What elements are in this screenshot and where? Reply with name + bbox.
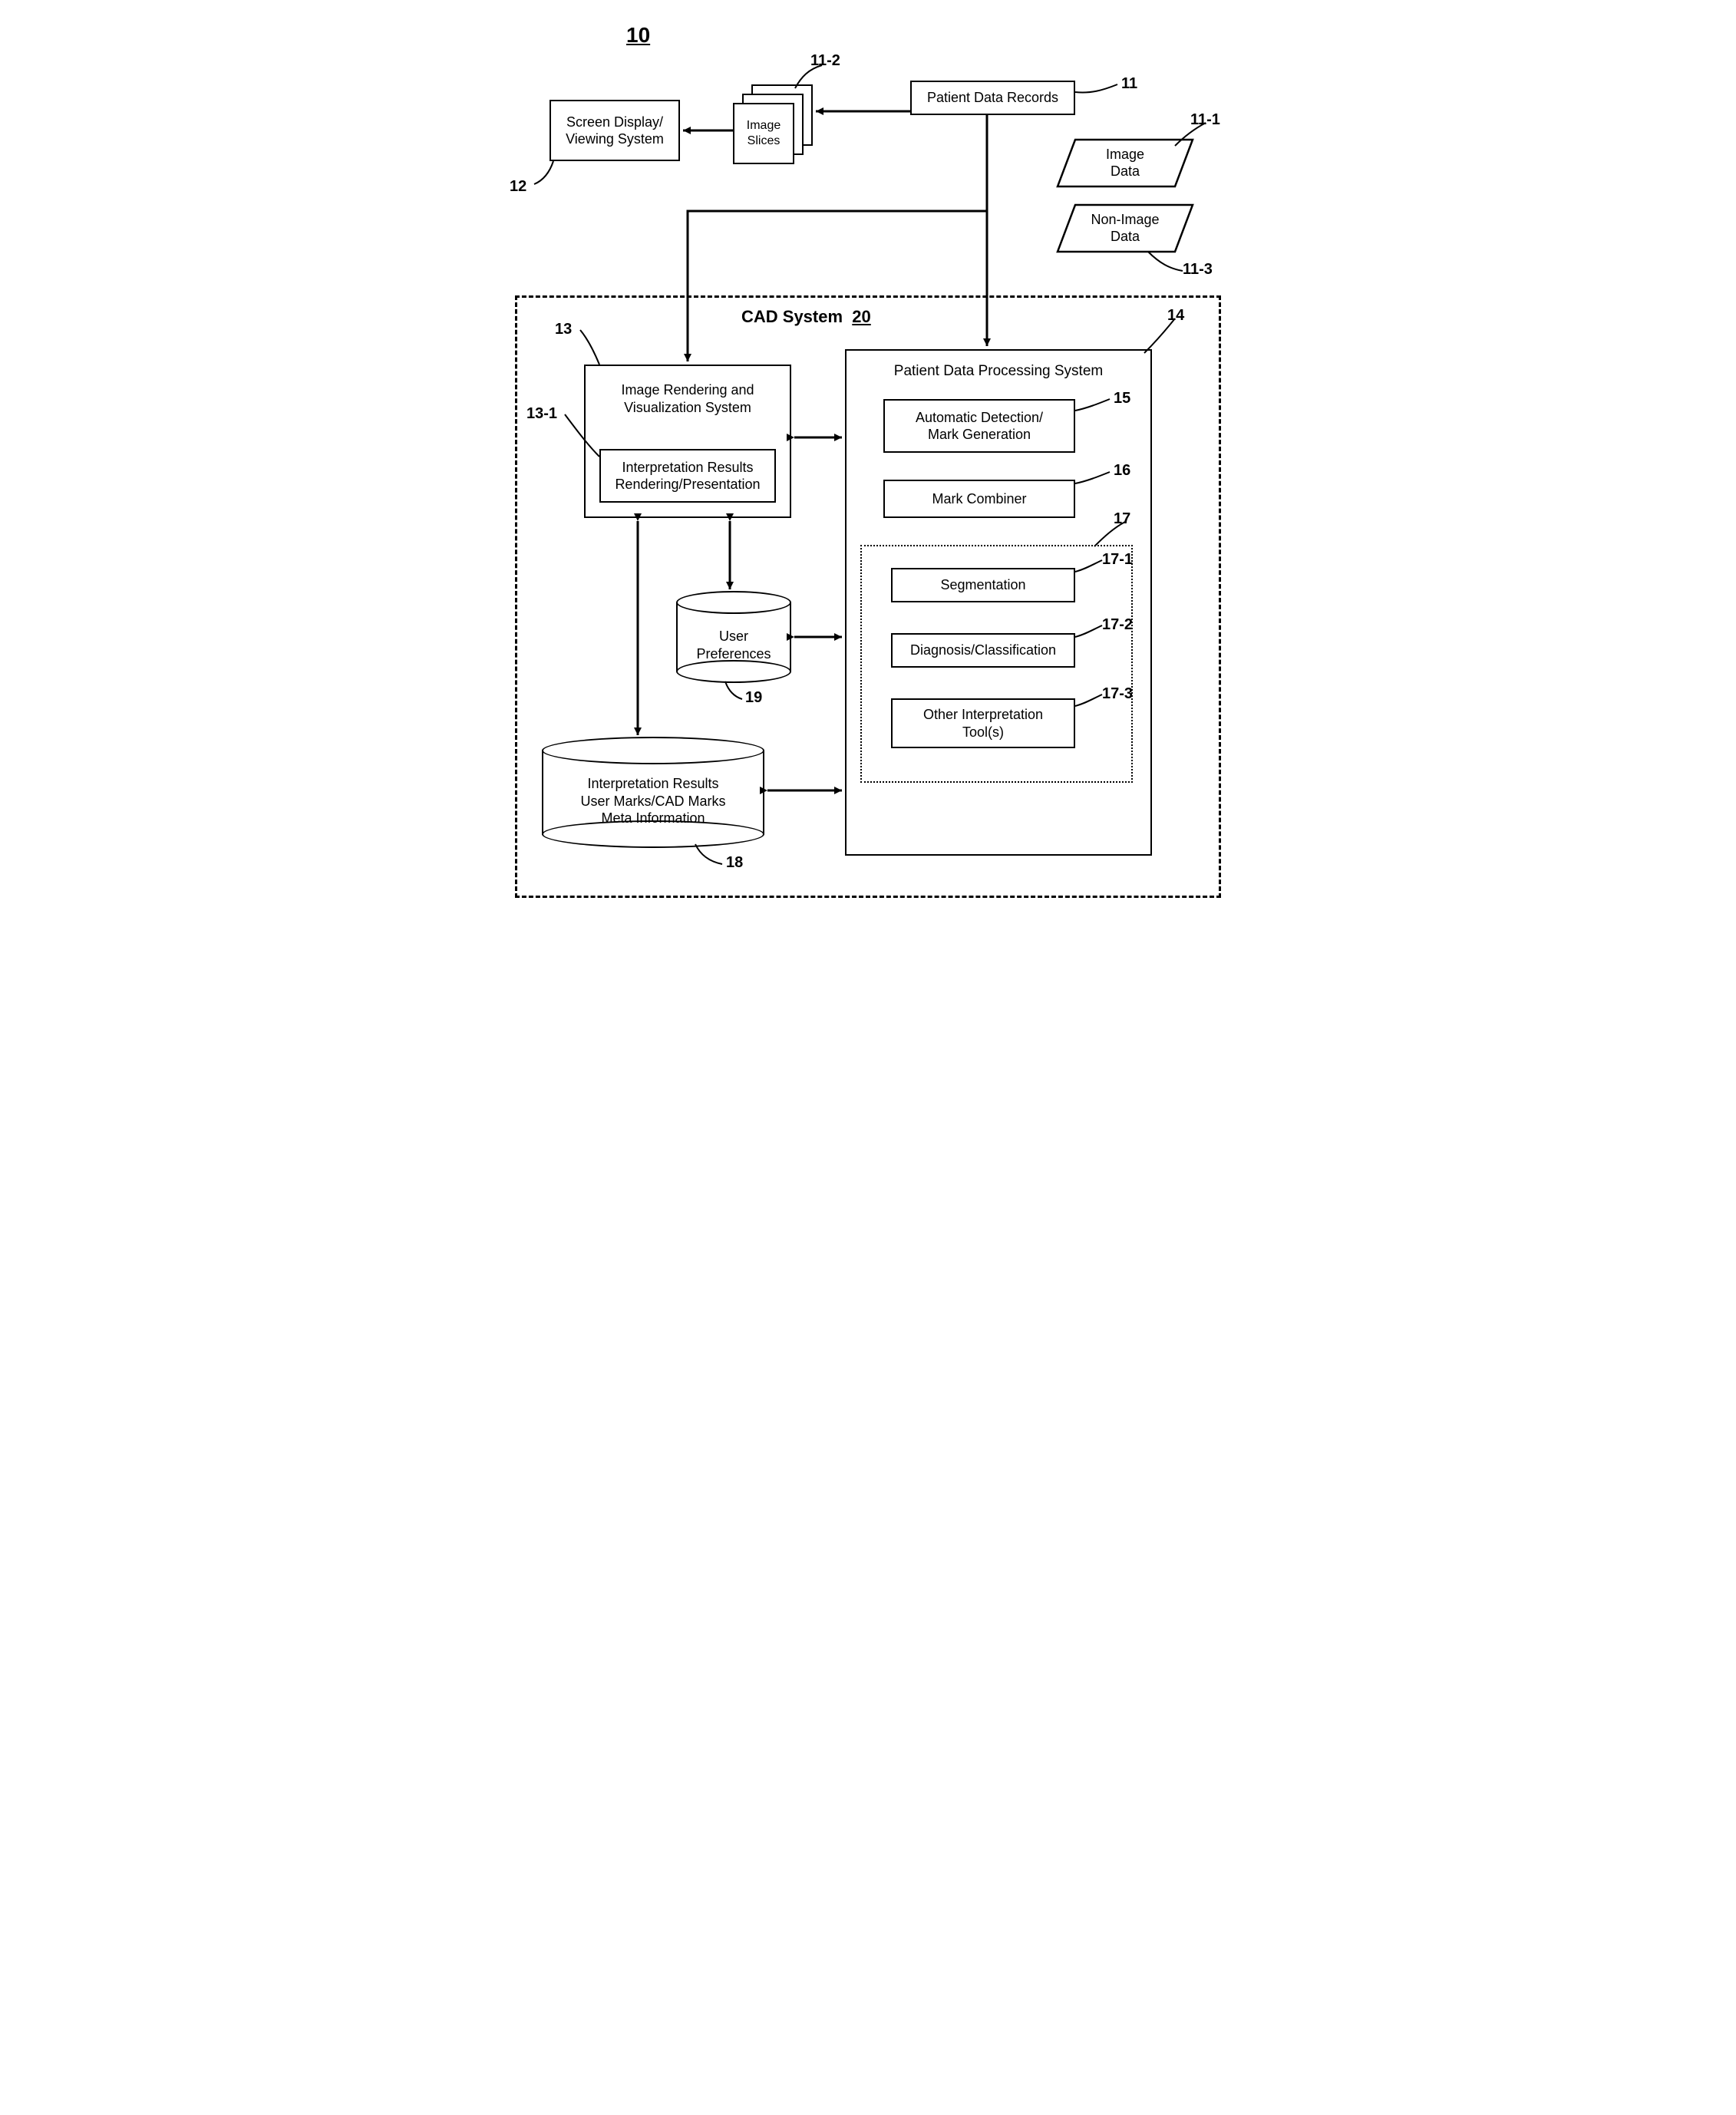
ref-13: 13 — [555, 321, 572, 338]
interp-results-db-cylinder: Interpretation ResultsUser Marks/CAD Mar… — [542, 737, 764, 848]
lead-17-2 — [1075, 625, 1102, 639]
ref-17-3: 17-3 — [1102, 685, 1133, 703]
lead-11 — [1075, 84, 1117, 98]
cad-title-text: CAD System — [741, 307, 843, 326]
lead-11-3 — [1148, 252, 1183, 273]
auto-detect-box: Automatic Detection/Mark Generation — [883, 399, 1075, 453]
ref-13-1: 13-1 — [526, 405, 557, 423]
ref-17-2: 17-2 — [1102, 616, 1133, 634]
ref-18: 18 — [726, 854, 743, 872]
user-prefs-text: UserPreferences — [676, 628, 791, 662]
auto-detect-text: Automatic Detection/Mark Generation — [916, 409, 1043, 444]
user-prefs-cylinder: UserPreferences — [676, 591, 791, 683]
ref-11-1: 11-1 — [1190, 111, 1220, 129]
mark-combiner-box: Mark Combiner — [883, 480, 1075, 518]
interp-results-db-text: Interpretation ResultsUser Marks/CAD Mar… — [542, 775, 764, 827]
ref-19: 19 — [745, 689, 762, 707]
screen-display-box: Screen Display/Viewing System — [550, 100, 680, 161]
other-tools-text: Other InterpretationTool(s) — [923, 706, 1043, 741]
lead-13 — [580, 330, 603, 365]
rendering-sys-text: Image Rendering andVisualization System — [621, 381, 754, 416]
interp-results-render-box: Interpretation ResultsRendering/Presenta… — [599, 449, 776, 503]
lead-13-1 — [565, 414, 599, 457]
lead-16 — [1075, 472, 1110, 487]
diag-class-text: Diagnosis/Classification — [910, 642, 1056, 659]
segmentation-text: Segmentation — [940, 576, 1025, 594]
cad-title-num: 20 — [852, 307, 870, 326]
ref-14: 14 — [1167, 307, 1184, 325]
lead-18 — [691, 844, 722, 866]
ref-12: 12 — [510, 178, 526, 196]
cad-system-title: CAD System 20 — [741, 307, 871, 327]
ref-11: 11 — [1121, 75, 1137, 93]
ref-11-3: 11-3 — [1183, 261, 1213, 279]
figure-number: 10 — [626, 23, 650, 48]
ref-17: 17 — [1114, 510, 1130, 528]
interp-results-render-text: Interpretation ResultsRendering/Presenta… — [615, 459, 760, 493]
lead-17-3 — [1075, 695, 1102, 708]
ref-15: 15 — [1114, 390, 1130, 407]
segmentation-box: Segmentation — [891, 568, 1075, 602]
lead-17-1 — [1075, 560, 1102, 574]
diag-class-box: Diagnosis/Classification — [891, 633, 1075, 668]
image-slices-box: ImageSlices — [733, 103, 794, 164]
ref-16: 16 — [1114, 462, 1130, 480]
image-slices-text: ImageSlices — [747, 118, 781, 149]
ref-11-2: 11-2 — [810, 52, 840, 70]
lead-19 — [719, 681, 742, 701]
lead-15 — [1075, 399, 1110, 414]
other-tools-box: Other InterpretationTool(s) — [891, 698, 1075, 748]
image-data-text: ImageData — [1106, 147, 1144, 180]
screen-display-text: Screen Display/Viewing System — [566, 114, 664, 148]
patient-records-text: Patient Data Records — [927, 89, 1058, 107]
non-image-data-text: Non-ImageData — [1091, 212, 1159, 245]
ref-17-1: 17-1 — [1102, 551, 1133, 569]
patient-records-box: Patient Data Records — [910, 81, 1075, 115]
mark-combiner-text: Mark Combiner — [932, 490, 1026, 508]
pdps-text: Patient Data Processing System — [894, 362, 1103, 381]
image-data-para: ImageData — [1056, 138, 1194, 188]
lead-12 — [534, 161, 565, 192]
non-image-data-para: Non-ImageData — [1056, 203, 1194, 253]
